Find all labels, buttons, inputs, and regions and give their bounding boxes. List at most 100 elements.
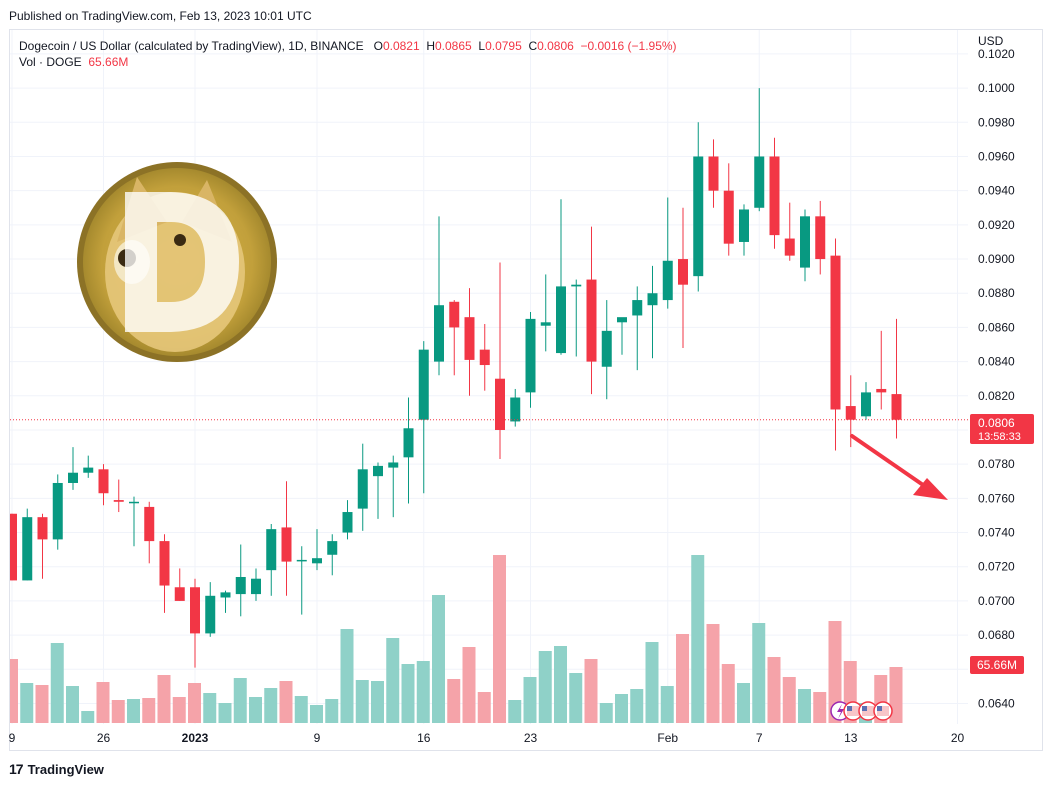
candle-body[interactable] xyxy=(403,428,414,458)
candle-body[interactable] xyxy=(708,156,719,191)
time-tick-label: 13 xyxy=(844,731,858,745)
candle-body[interactable] xyxy=(373,465,383,477)
candle-body[interactable] xyxy=(830,255,841,410)
tradingview-logo-icon: 17 xyxy=(9,761,24,777)
candle-body[interactable] xyxy=(571,284,582,287)
candle-body[interactable] xyxy=(678,259,688,285)
lightning-icon xyxy=(837,704,844,719)
candle-body[interactable] xyxy=(800,216,810,268)
candle-body[interactable] xyxy=(891,394,902,420)
candle-body[interactable] xyxy=(464,317,475,360)
candle-body[interactable] xyxy=(510,397,521,422)
candle-body[interactable] xyxy=(662,260,673,301)
candle-body[interactable] xyxy=(98,469,109,494)
time-tick-label: 23 xyxy=(524,731,538,745)
volume-bar xyxy=(157,675,171,723)
candle-body[interactable] xyxy=(617,317,627,323)
brand-name: TradingView xyxy=(27,761,104,777)
volume-label[interactable]: Vol · DOGE xyxy=(19,55,82,69)
candle-body[interactable] xyxy=(7,513,17,581)
candle-body[interactable] xyxy=(586,279,597,362)
candle-body[interactable] xyxy=(129,501,139,504)
price-tick-label: 0.0860 xyxy=(978,320,1015,334)
price-tick-label: 0.0920 xyxy=(978,218,1015,232)
candle-body[interactable] xyxy=(52,482,63,540)
candles[interactable] xyxy=(7,88,902,668)
candle-body[interactable] xyxy=(845,406,856,420)
candle-body[interactable] xyxy=(266,529,277,571)
volume-bar xyxy=(630,689,644,723)
candle-body[interactable] xyxy=(815,216,826,260)
price-axis[interactable]: 0.1020 0.1000 0.0980 0.0960 0.0940 0.0920 0.09… xyxy=(978,34,1015,710)
candle-body[interactable] xyxy=(556,286,566,354)
volume-bar xyxy=(310,705,323,723)
candle-body[interactable] xyxy=(769,156,780,236)
candle-body[interactable] xyxy=(784,238,795,256)
candle-body[interactable] xyxy=(357,469,368,509)
volume-bar xyxy=(676,634,689,723)
low-value: 0.0795 xyxy=(485,39,522,53)
volume-bar xyxy=(554,646,567,723)
candle-body[interactable] xyxy=(220,592,231,598)
published-caption: Published on TradingView.com, Feb 13, 20… xyxy=(9,9,312,23)
candle-body[interactable] xyxy=(37,517,48,540)
volume-bar xyxy=(508,700,522,723)
volume-bar xyxy=(584,659,598,723)
volume-bar xyxy=(798,689,811,723)
symbol-description[interactable]: Dogecoin / US Dollar (calculated by Trad… xyxy=(19,39,364,53)
candle-body[interactable] xyxy=(449,301,460,328)
time-tick-label: 9 xyxy=(314,731,321,745)
candle-body[interactable] xyxy=(68,472,78,483)
candle-body[interactable] xyxy=(739,209,749,242)
candle-body[interactable] xyxy=(632,300,643,316)
price-tick-label: 0.0720 xyxy=(978,560,1015,574)
candle-body[interactable] xyxy=(418,349,429,420)
volume-bar xyxy=(96,682,110,723)
event-flags[interactable] xyxy=(830,701,893,721)
candle-body[interactable] xyxy=(327,541,338,555)
candle-body[interactable] xyxy=(434,305,444,362)
price-tick-label: 0.0940 xyxy=(978,184,1015,198)
candle-body[interactable] xyxy=(174,587,185,601)
candle-body[interactable] xyxy=(540,322,551,326)
volume-bar xyxy=(737,683,750,723)
volume-bar xyxy=(432,595,445,723)
volume-bar xyxy=(355,680,369,723)
candle-body[interactable] xyxy=(251,578,261,595)
price-tick-label: 0.0760 xyxy=(978,491,1015,505)
candle-body[interactable] xyxy=(861,392,871,417)
volume-bar xyxy=(645,642,659,723)
time-axis[interactable]: 9 26 2023 9 16 23 Feb 7 13 20 xyxy=(9,731,965,745)
candle-body[interactable] xyxy=(281,527,292,562)
candle-body[interactable] xyxy=(647,293,658,306)
candle-body[interactable] xyxy=(723,190,734,244)
svg-text:65.66M: 65.66M xyxy=(977,658,1017,672)
time-tick-label: Feb xyxy=(657,731,678,745)
candle-body[interactable] xyxy=(693,156,704,277)
candle-body[interactable] xyxy=(525,318,536,393)
candle-body[interactable] xyxy=(495,378,505,430)
candle-body[interactable] xyxy=(144,506,155,542)
tradingview-brand[interactable]: 17 TradingView xyxy=(9,761,104,777)
volume-bar xyxy=(523,677,537,723)
candle-body[interactable] xyxy=(479,349,490,366)
candle-body[interactable] xyxy=(342,512,353,533)
candle-body[interactable] xyxy=(22,517,33,581)
candle-body[interactable] xyxy=(388,462,399,468)
candle-body[interactable] xyxy=(235,576,246,595)
candle-body[interactable] xyxy=(205,595,216,634)
candle-body[interactable] xyxy=(876,388,887,393)
candle-body[interactable] xyxy=(312,558,322,564)
price-tick-label: 0.0740 xyxy=(978,526,1015,540)
candle-body[interactable] xyxy=(113,500,124,502)
time-tick-label: 2023 xyxy=(182,731,209,745)
candle-body[interactable] xyxy=(83,467,94,473)
volume-bar xyxy=(828,621,842,723)
candle-body[interactable] xyxy=(159,541,170,586)
candle-body[interactable] xyxy=(754,156,765,208)
candle-body[interactable] xyxy=(296,559,307,562)
volume-bar xyxy=(233,678,247,723)
candle-body[interactable] xyxy=(190,587,200,634)
candle-body[interactable] xyxy=(601,330,612,367)
